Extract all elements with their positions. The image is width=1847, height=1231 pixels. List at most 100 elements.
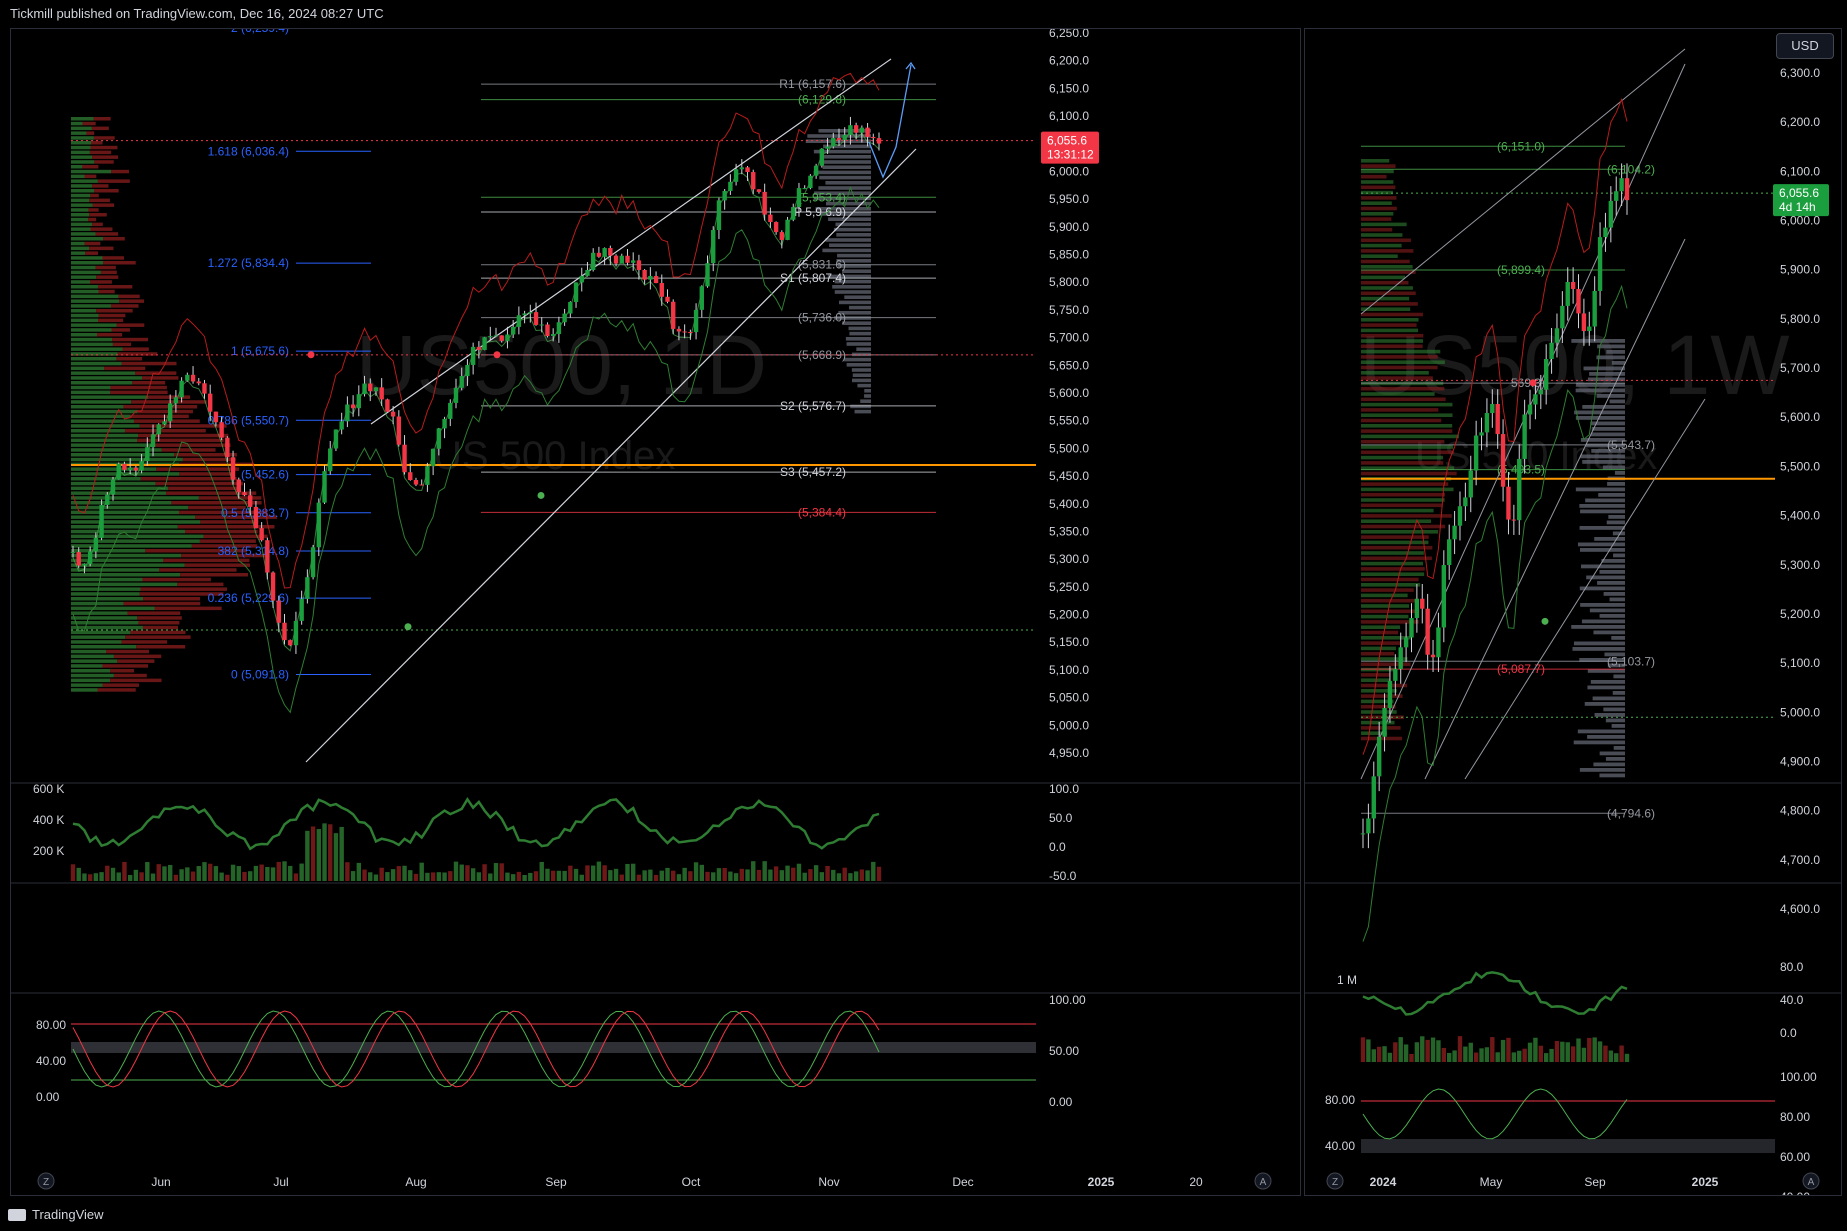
price-tick-label: 5,650.0 [1049,358,1089,372]
volume-profile-bar [844,357,871,362]
volume-profile-bar [71,601,124,606]
volume-profile-bar [71,529,186,534]
volume-profile-bar [1575,416,1625,420]
volume-profile-bar [1361,551,1424,555]
volume-profile-bar [1361,630,1399,635]
volume-bar [1592,1037,1597,1062]
candle-body [339,421,344,430]
candle-body [282,622,287,641]
volume-profile-bar [92,203,115,207]
volume-bar [282,861,287,881]
candle-body [568,302,573,314]
volume-bar [608,870,613,881]
volume-profile-bar [1361,455,1444,460]
volume-profile-bar [1591,449,1625,453]
volume-profile-bar [1361,233,1403,237]
volume-profile-bar [857,383,871,388]
volume-bar [99,872,104,881]
volume-profile-bar [71,294,119,299]
candle-body [848,125,853,135]
fib-level-label: 382 (5,314.8) [218,544,289,558]
volume-profile-bar [102,664,149,668]
volume-profile-bar [156,467,240,471]
candle-body [751,172,756,190]
zoom-button-label: Z [43,1177,49,1188]
volume-bar [476,872,482,881]
volume-bar [1420,1036,1425,1062]
volume-profile-bar [71,669,111,673]
price-tick-label: 6,250.0 [1049,29,1089,40]
volume-profile-bar [103,261,136,265]
volume-bar [1441,1047,1447,1062]
candle-body [322,471,327,503]
price-tick-label: 5,200.0 [1049,608,1089,622]
price-tick-label: 6,000.0 [1049,164,1089,178]
volume-profile-bar [1361,487,1454,492]
volume-bar [173,874,179,881]
volume-profile-bar [71,625,143,630]
volume-profile-bar [71,395,149,399]
candle-body [1387,680,1393,709]
volume-profile-bar [155,481,243,486]
volume-profile-bar [818,186,871,190]
daily-chart-svg[interactable]: 6,250.06,200.06,150.06,100.06,050.06,000… [11,21,1300,1195]
daily-chart-panel[interactable]: 6,250.06,200.06,150.06,100.06,050.06,000… [10,21,1301,1196]
volume-profile-bar [71,376,142,380]
volume-profile-bar [1361,731,1387,735]
candle-body [122,463,127,470]
volume-profile-bar [71,549,146,553]
volume-profile-bar [177,525,275,529]
volume-bar [819,872,825,881]
volume-profile-bar [71,208,89,212]
candle-body [470,346,476,365]
volume-profile-bar [93,117,111,121]
stoch-left-tick-label: 0.00 [36,1090,60,1104]
candle-body [1570,282,1576,289]
watermark-symbol: US500, 1D [356,318,767,412]
volume-profile-bar [104,366,146,371]
volume-profile-bar [1361,190,1393,195]
volume-profile-bar [1361,307,1411,311]
volume-profile-bar [1361,641,1401,645]
volume-profile-bar [71,582,178,587]
volume-profile-bar [1361,265,1413,269]
volume-profile-bar [1361,349,1441,354]
volume-profile-bar [822,248,871,253]
volume-bar [1484,1047,1490,1062]
candle-body [1554,328,1560,343]
pivot-level-label: (5,953.4) [798,190,846,204]
volume-profile-bar [1580,564,1625,569]
trend-line [1424,238,1686,780]
weekly-chart-panel[interactable]: 6,300.0 6,200.0 6,100.0 6,000.0 5,900.0 5,800… [1304,28,1842,1204]
volume-profile-bar [1577,729,1625,734]
volume-profile-bar [125,635,191,639]
volume-bar [619,874,624,881]
volume-bar [773,866,779,881]
rsi-line [1362,971,1628,1016]
volume-bar [722,867,727,881]
candle-body [556,322,562,335]
volume-bar [808,869,813,881]
volume-profile-bar [71,496,199,500]
volume-bar [219,872,224,881]
volume-profile-bar [1361,503,1443,508]
volume-profile-bar [1613,746,1625,750]
weekly-chart-svg[interactable]: 6,300.0 6,200.0 6,100.0 6,000.0 5,900.0 5,800… [1305,29,1841,1204]
candle-body [602,248,607,257]
candle-body [648,276,653,280]
volume-profile-bar [848,326,871,331]
volume-profile-bar [1596,394,1625,398]
candle-body [585,269,590,276]
candle-body [1403,637,1409,648]
volume-bar [602,865,607,881]
volume-profile-bar [92,222,103,227]
stoch-left-tick-label: 40.00 [36,1054,66,1068]
currency-button[interactable]: USD [1776,33,1834,59]
candle-body [1597,237,1603,291]
volume-profile-bar [846,342,871,346]
pivot-level-label: S3 (5,457.2) [780,465,846,479]
volume-profile-bar [842,321,871,325]
volume-profile-bar [813,149,871,154]
projection-arrow [868,64,912,179]
volume-profile-bar [133,419,200,423]
